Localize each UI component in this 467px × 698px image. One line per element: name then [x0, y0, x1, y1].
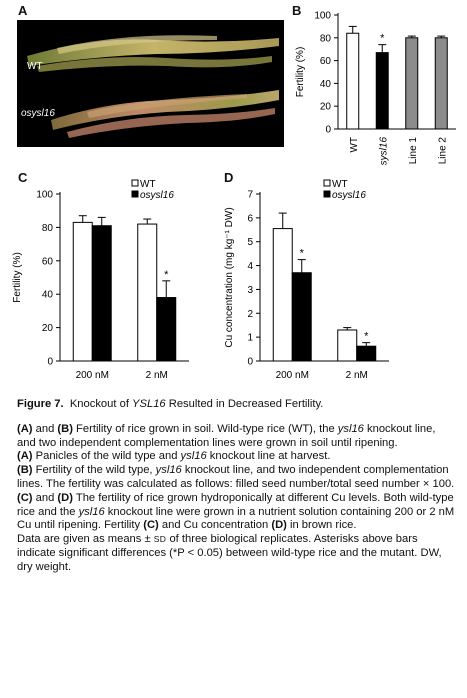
x-tick-label: 2 nM [346, 370, 368, 381]
x-tick-label: 2 nM [146, 370, 168, 381]
x-tick-label: 200 nM [276, 370, 309, 381]
chart-d-cu-concentration: 0 1 2 3 4 5 6 7 Cu concentration (mg kg⁻¹ DW) * 20… [224, 179, 389, 381]
legend-swatch [131, 190, 139, 198]
bar [375, 52, 389, 130]
panel-b-letter: B [292, 3, 302, 18]
significance-asterisk: * [300, 248, 305, 260]
y-tick-label: 7 [247, 190, 253, 201]
significance-asterisk: * [380, 33, 385, 45]
y-tick-label: 6 [247, 213, 253, 224]
x-tick-label: Line 1 [408, 137, 419, 165]
legend-swatch [131, 179, 139, 187]
legend-label: osysl16 [140, 190, 174, 201]
y-tick-label: 40 [42, 290, 54, 301]
y-tick-label: 0 [47, 357, 53, 368]
panel-a-letter: A [18, 3, 28, 18]
legend-swatch [323, 190, 331, 198]
y-tick-label: 1 [247, 333, 253, 344]
bar [405, 37, 419, 130]
x-tick-label: Line 2 [437, 137, 448, 165]
caption-title: Figure 7. Knockout of YSL16 Resulted in … [17, 398, 324, 410]
y-tick-label: 80 [320, 33, 332, 44]
legend-label: WT [332, 179, 348, 190]
y-tick-label: 0 [325, 125, 331, 136]
x-tick-label: 200 nM [76, 370, 109, 381]
y-tick-label: 20 [42, 323, 54, 334]
y-tick-label: 20 [320, 102, 332, 113]
legend-label: osysl16 [332, 190, 366, 201]
y-tick-label: 2 [247, 309, 253, 320]
bar [356, 345, 377, 362]
caption-paragraph-cd: (C) and (D) The fertility of rice grown … [17, 491, 455, 532]
figure-caption: Figure 7. Knockout of YSL16 Resulted in … [17, 398, 457, 575]
y-axis-label: Fertility (%) [12, 252, 23, 303]
y-axis-label: Fertility (%) [295, 47, 306, 98]
panicle-drawing [27, 35, 279, 138]
bar [346, 32, 360, 130]
legend-label: WT [140, 179, 156, 190]
significance-asterisk: * [164, 269, 169, 281]
panel-d-letter: D [224, 170, 234, 185]
bar [434, 37, 448, 130]
y-tick-label: 4 [247, 261, 253, 272]
legend-swatch [323, 179, 331, 187]
chart-b-fertility-soil: 0 20 40 60 80 100 Fertility (%) WT * osysl16 Line … [295, 11, 456, 165]
wt-photo-label: WT [27, 61, 43, 72]
wt-panicle [27, 35, 279, 72]
bar [137, 223, 158, 362]
bar [91, 225, 112, 362]
caption-paragraph-b: (B) Fertility of the wild type, ysl16 kn… [17, 464, 455, 490]
bar [272, 228, 293, 362]
x-tick-label: WT [349, 137, 360, 153]
y-axis-label: Cu concentration (mg kg⁻¹ DW) [224, 207, 235, 347]
mutant-panicle [51, 90, 279, 138]
chart-c-fertility-hydroponic: 0 20 40 60 80 100 Fertility (%) 200 nM * 2 nM WTos… [12, 179, 189, 381]
bar [156, 297, 177, 362]
caption-paragraph-a: (A) Panicles of the wild type and ysl16 … [17, 450, 331, 463]
y-tick-label: 3 [247, 285, 253, 296]
y-tick-label: 40 [320, 79, 332, 90]
x-tick-label: osysl16 [378, 137, 389, 165]
y-tick-label: 0 [247, 357, 253, 368]
caption-paragraph-ab: (A) and (B) Fertility of rice grown in s… [17, 422, 436, 449]
bar [291, 272, 312, 362]
mutant-photo-label: osysl16 [21, 108, 55, 119]
panicle-photo: WT osysl16 [17, 20, 284, 147]
y-tick-label: 100 [314, 11, 331, 22]
significance-asterisk: * [364, 331, 369, 343]
y-tick-label: 60 [42, 256, 54, 267]
bar [72, 221, 93, 362]
y-tick-label: 80 [42, 223, 54, 234]
y-tick-label: 5 [247, 237, 253, 248]
bar [337, 329, 358, 362]
caption-paragraph-stats: Data are given as means ± SD of three bi… [17, 533, 442, 573]
y-tick-label: 60 [320, 56, 332, 67]
y-tick-label: 100 [36, 190, 53, 201]
panel-c-letter: C [18, 170, 28, 185]
